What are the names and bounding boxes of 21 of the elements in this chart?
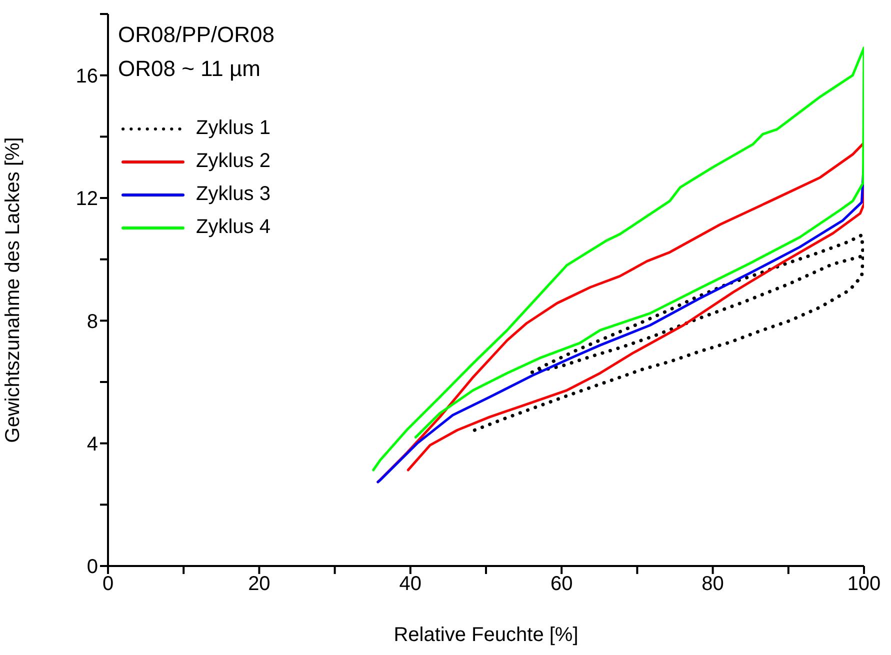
x-tick-label: 80 — [702, 573, 724, 596]
annotation: OR08 ~ 11 µm — [118, 56, 260, 82]
y-tick-label: 0 — [86, 556, 98, 578]
x-tick-label: 0 — [102, 573, 114, 596]
y-tick-label: 4 — [86, 433, 98, 456]
x-axis-title: Relative Feuchte [%] — [394, 624, 578, 646]
y-tick-label: 12 — [76, 188, 98, 210]
line-series — [472, 233, 864, 432]
annotation: OR08/PP/OR08 — [118, 22, 275, 48]
y-tick-label: 16 — [76, 65, 98, 88]
y-axis-title: Gewichtszunahme des Lackes [%] — [2, 137, 24, 443]
legend-label: Zyklus 4 — [196, 215, 270, 240]
legend-label: Zyklus 1 — [196, 116, 270, 141]
x-tick-label: 100 — [847, 573, 881, 596]
legend-label: Zyklus 2 — [196, 149, 270, 174]
y-tick-label: 8 — [86, 310, 98, 333]
x-tick-label: 20 — [248, 573, 270, 596]
x-tick-label: 40 — [399, 573, 422, 596]
line-series — [372, 46, 864, 472]
x-tick-label: 60 — [550, 573, 573, 596]
legend-label: Zyklus 3 — [196, 182, 270, 207]
